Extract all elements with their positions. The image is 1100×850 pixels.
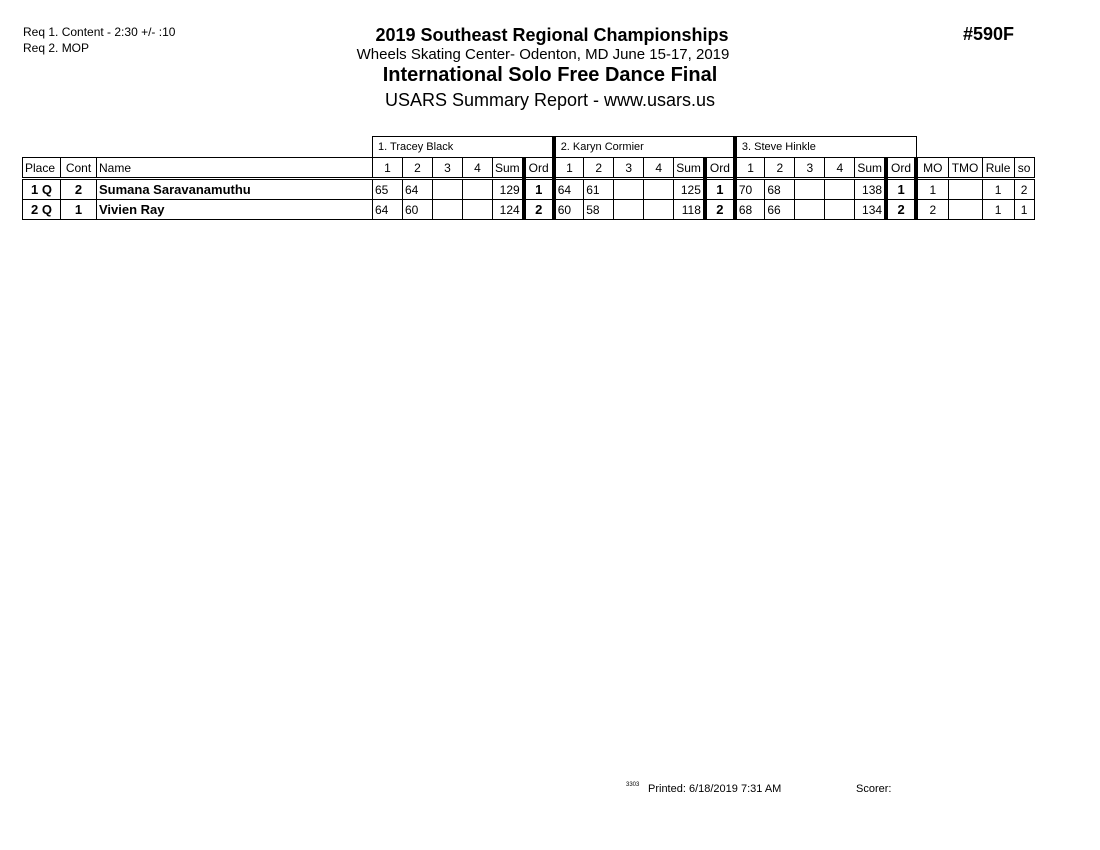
judge-name: 1. Tracey Black [371,136,555,158]
mo-cell: 2 [914,199,949,220]
blank-cell [916,137,1034,158]
column-header-sum: Sum [491,157,525,180]
results-table: 1. Tracey Black 2. Karyn Cormier 3. Steve … [22,136,1035,220]
place-cell: 2 Q [22,199,61,220]
column-header-score: 2 [583,157,615,180]
score-cell [643,178,675,200]
tmo-cell [947,178,983,200]
competition-title: 2019 Southeast Regional Championships [375,25,729,45]
score-cell: 68 [732,199,766,220]
blank-cell [23,137,373,158]
ordinal-cell: 1 [521,178,555,200]
score-cell [794,178,826,200]
requirement-1: Req 1. Content - 2:30 +/- :10 [23,25,176,39]
column-header-cont: Cont [60,157,97,180]
ordinal-cell: 1 [884,178,917,200]
mo-cell: 1 [914,178,949,200]
place-cell: 1 Q [22,178,61,200]
score-cell [824,178,856,200]
column-header-row: Place Cont Name 1 2 3 4 Sum Ord 1 2 3 4 Sum Ord 1 2 3 4 Sum… [22,157,1035,180]
table-row: 1 Q 2 Sumana Saravanamuthu 65 64 129 1 64 61 125 1… [22,178,1035,200]
rule-cell: 1 [981,178,1015,200]
column-header-place: Place [22,157,61,180]
cont-cell: 1 [60,199,97,220]
event-title: International Solo Free Dance Final [382,64,718,86]
score-cell [432,178,463,200]
column-header-score: 1 [732,157,766,180]
so-cell: 1 [1013,199,1035,220]
column-header-score: 3 [432,157,463,180]
score-cell [613,178,645,200]
column-header-score: 2 [764,157,796,180]
column-header-score: 3 [794,157,826,180]
skater-name: Sumana Saravanamuthu [96,178,373,200]
score-cell: 68 [764,178,796,200]
column-header-rule: Rule [981,157,1015,180]
column-header-ord: Ord [884,157,917,180]
column-header-score: 4 [462,157,493,180]
cont-cell: 2 [60,178,97,200]
score-cell: 60 [551,199,585,220]
tmo-cell [947,199,983,220]
column-header-score: 1 [551,157,585,180]
printed-timestamp: Printed: 6/18/2019 7:31 AM [648,783,782,795]
scorer-label: Scorer: [856,783,892,795]
ordinal-cell: 1 [702,178,736,200]
score-cell: 58 [583,199,615,220]
score-cell: 66 [764,199,796,220]
ordinal-cell: 2 [702,199,736,220]
sum-cell: 134 [854,199,887,220]
score-cell: 70 [732,178,766,200]
sum-cell: 125 [673,178,706,200]
sum-cell: 138 [854,178,887,200]
score-cell [613,199,645,220]
score-cell: 64 [551,178,585,200]
venue-date: Wheels Skating Center- Odenton, MD June … [356,46,730,63]
table-row: 2 Q 1 Vivien Ray 64 60 124 2 60 58 118 2 68 66 134 2 2 1… [22,199,1035,220]
score-cell [462,178,493,200]
column-header-score: 4 [824,157,856,180]
judge-name: 3. Steve Hinkle [732,136,917,158]
judge-header-row: 1. Tracey Black 2. Karyn Cormier 3. Steve … [23,136,1035,158]
column-header-so: so [1013,157,1035,180]
sum-cell: 118 [673,199,706,220]
so-cell: 2 [1013,178,1035,200]
column-header-score: 3 [613,157,645,180]
column-header-name: Name [96,157,373,180]
score-cell: 60 [402,199,433,220]
column-header-ord: Ord [702,157,736,180]
score-cell [643,199,675,220]
column-header-ord: Ord [521,157,555,180]
score-cell [432,199,463,220]
sum-cell: 129 [491,178,525,200]
score-cell: 64 [402,178,433,200]
rule-cell: 1 [981,199,1015,220]
score-cell [824,199,856,220]
skater-name: Vivien Ray [96,199,373,220]
column-header-score: 4 [643,157,675,180]
ordinal-cell: 2 [521,199,555,220]
column-header-tmo: TMO [947,157,983,180]
column-header-mo: MO [914,157,949,180]
column-header-sum: Sum [673,157,706,180]
column-header-score: 1 [372,157,403,180]
report-code: 3303 [626,782,640,788]
score-cell: 61 [583,178,615,200]
report-title: USARS Summary Report - www.usars.us [384,90,716,110]
score-cell [794,199,826,220]
requirement-2: Req 2. MOP [23,41,90,55]
event-number: #590F [963,24,1015,44]
column-header-sum: Sum [854,157,887,180]
score-cell: 65 [372,178,403,200]
sum-cell: 124 [491,199,525,220]
ordinal-cell: 2 [884,199,917,220]
column-header-score: 2 [402,157,433,180]
score-cell [462,199,493,220]
judge-name: 2. Karyn Cormier [551,136,736,158]
score-cell: 64 [372,199,403,220]
